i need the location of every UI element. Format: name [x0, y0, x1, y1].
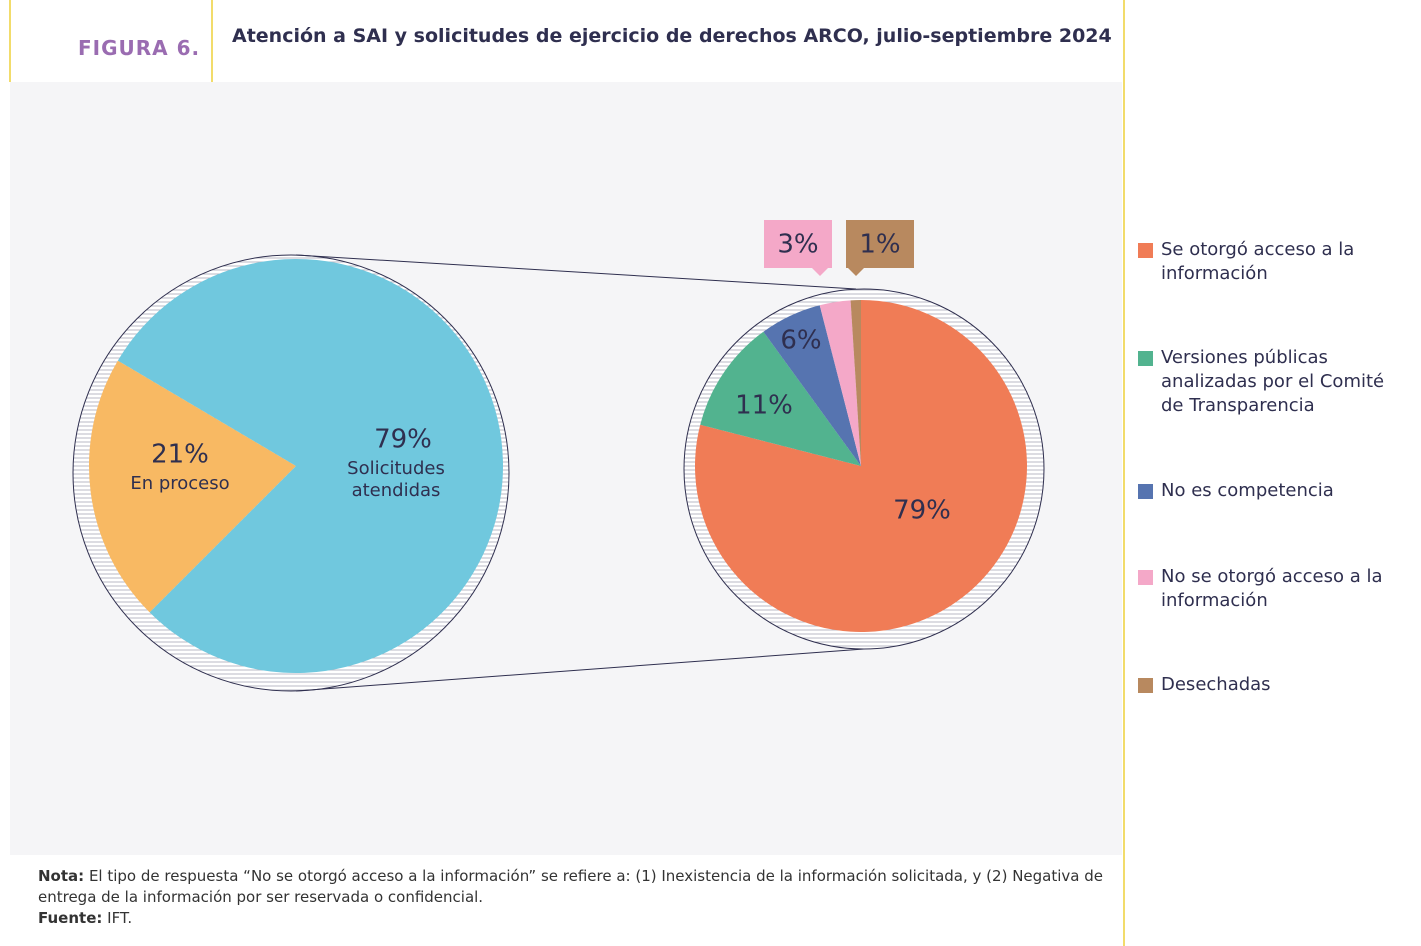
- chart-title: Atención a SAI y solicitudes de ejercici…: [232, 25, 1112, 47]
- data-label: 3%: [777, 230, 818, 260]
- data-label: 21%: [151, 440, 209, 470]
- legend-label: Desechadas: [1161, 674, 1271, 695]
- figure-label: FIGURA 6.: [78, 36, 201, 60]
- pie-slice: [117, 258, 503, 673]
- connector-line: [295, 648, 865, 692]
- legend-label: No es competencia: [1161, 480, 1334, 501]
- source-label: Fuente:: [38, 909, 103, 927]
- data-label: 1%: [859, 230, 900, 260]
- pie-slice: [88, 360, 296, 613]
- slice-category-label: Solicitudes atendidas: [347, 458, 445, 501]
- note: Nota: El tipo de respuesta “No se otorgó…: [38, 866, 1108, 929]
- callout-box: [846, 220, 914, 276]
- connector-line: [295, 254, 857, 290]
- pie-slice: [819, 300, 861, 466]
- data-label: 79%: [893, 496, 951, 526]
- legend-label: Versiones públicas analizadas por el Com…: [1161, 347, 1385, 416]
- pie-slice: [695, 300, 1028, 632]
- legend-swatch: [1138, 484, 1153, 499]
- data-label: 11%: [735, 391, 793, 421]
- note-text: El tipo de respuesta “No se otorgó acces…: [38, 867, 1103, 906]
- legend-swatch: [1138, 351, 1153, 366]
- note-line: Nota: El tipo de respuesta “No se otorgó…: [38, 866, 1108, 908]
- source-line: Fuente: IFT.: [38, 908, 1108, 929]
- pie-slice: [850, 300, 861, 466]
- legend-swatch: [1138, 243, 1153, 258]
- legend-label: No se otorgó acceso a la información: [1161, 566, 1383, 611]
- slice-category-label: En proceso: [130, 473, 229, 494]
- source-text: IFT.: [107, 909, 133, 927]
- legend-label: Se otorgó acceso a la información: [1161, 239, 1355, 284]
- pie-slice: [763, 305, 861, 466]
- note-label: Nota:: [38, 867, 85, 885]
- data-label: 79%: [374, 425, 432, 455]
- legend-swatch: [1138, 570, 1153, 585]
- legend-swatch: [1138, 678, 1153, 693]
- callout-box: [764, 220, 832, 276]
- pie-slice: [700, 331, 861, 466]
- data-label: 6%: [780, 326, 821, 356]
